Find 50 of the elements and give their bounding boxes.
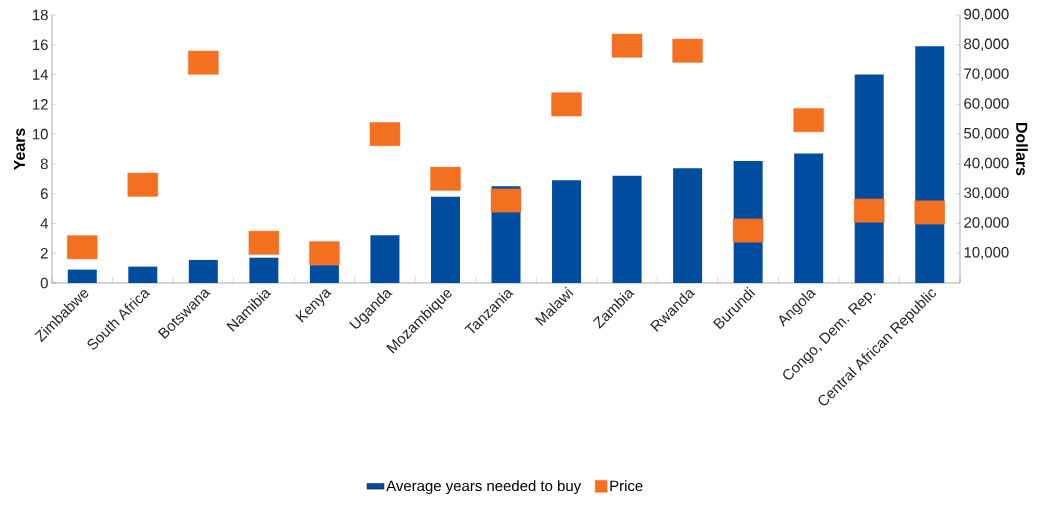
y-tick-label: 12 xyxy=(33,99,48,110)
y-tick-label: 16 xyxy=(33,39,48,51)
bar xyxy=(612,175,642,283)
bar xyxy=(67,269,97,283)
point xyxy=(309,241,340,266)
bar xyxy=(370,235,400,283)
y-tick-label: 10 xyxy=(33,128,48,140)
y2-tick-label: 40,000 xyxy=(963,157,1009,171)
y-tick-label: 18 xyxy=(33,9,48,21)
bar xyxy=(430,196,460,283)
point xyxy=(490,188,522,213)
y-tick-label: 2 xyxy=(40,248,48,259)
point xyxy=(732,218,764,243)
legend-label: Price xyxy=(610,480,643,492)
y2-tick-label: 70,000 xyxy=(964,68,1009,81)
y-tick-label: 4 xyxy=(40,218,49,229)
y2-tick-label: 30,000 xyxy=(964,187,1009,200)
point xyxy=(672,38,703,63)
y2-tick-label: 60,000 xyxy=(964,98,1009,111)
y2-tick-label: 10,000 xyxy=(964,247,1009,260)
y2-tick-label: 20,000 xyxy=(964,217,1009,230)
point xyxy=(551,92,582,117)
point xyxy=(914,200,945,225)
y-tick-label: 8 xyxy=(40,158,48,170)
point xyxy=(854,198,885,223)
point xyxy=(430,166,461,191)
bar xyxy=(673,168,703,283)
point xyxy=(793,108,824,133)
bar xyxy=(915,46,945,283)
bar xyxy=(552,180,582,283)
y2-axis-title: Dollars xyxy=(1016,123,1028,176)
y-tick-label: 0 xyxy=(40,277,48,289)
legend-label: Average years needed to buy xyxy=(386,480,582,495)
point xyxy=(369,122,401,147)
point xyxy=(188,50,219,75)
y-tick-label: 6 xyxy=(40,188,48,199)
bar xyxy=(794,153,824,283)
point xyxy=(611,33,643,58)
bar xyxy=(188,259,218,283)
y-axis-title: Years xyxy=(13,128,26,171)
point xyxy=(67,235,98,260)
y2-tick-label: 80,000 xyxy=(964,38,1009,51)
bar xyxy=(249,257,279,283)
y2-tick-label: 90,000 xyxy=(964,8,1009,22)
bar xyxy=(128,266,158,283)
bar xyxy=(309,265,339,283)
y2-tick-label: 50,000 xyxy=(964,127,1009,141)
y-tick-label: 14 xyxy=(33,69,49,80)
point xyxy=(248,230,280,255)
point xyxy=(127,172,158,197)
